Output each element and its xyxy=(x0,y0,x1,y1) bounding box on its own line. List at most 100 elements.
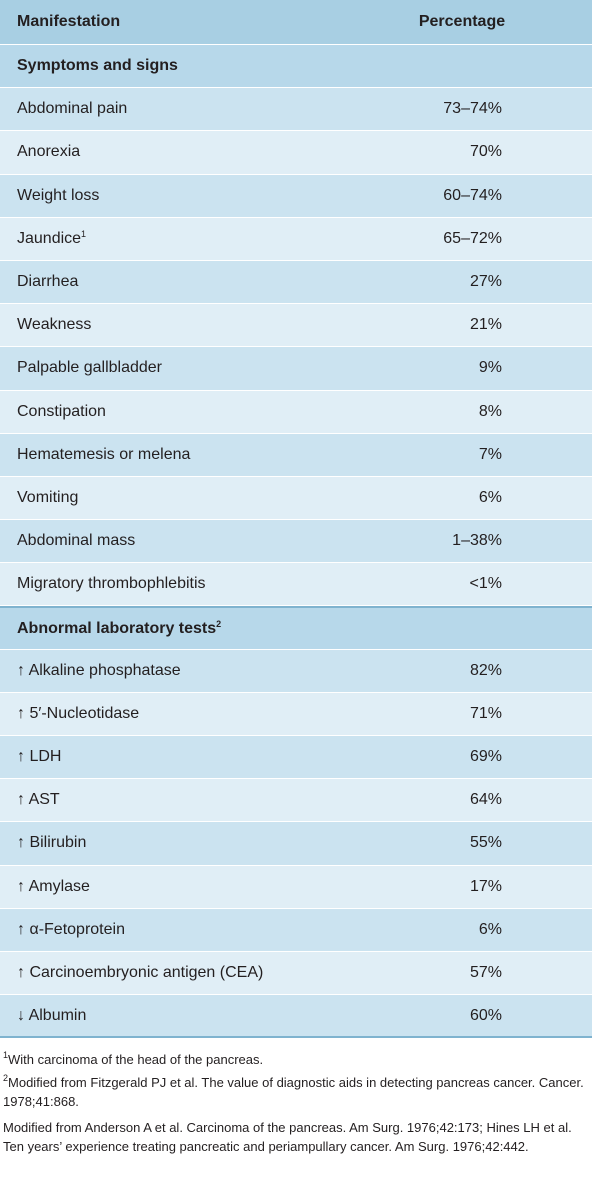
manifestation: ↑ α-Fetoprotein xyxy=(17,920,125,938)
manifestation-cell: Abdominal pain xyxy=(0,100,342,118)
table-row: Jaundice1 65–72% xyxy=(0,217,592,261)
manifestation-cell: Palpable gallbladder xyxy=(0,359,342,377)
table-row: ↓ Albumin 60% xyxy=(0,995,592,1039)
table-row: ↑ Carcinoembryonic antigen (CEA) 57% xyxy=(0,951,592,996)
table-row: Constipation 8% xyxy=(0,390,592,434)
manifestation-cell: Hematemesis or melena xyxy=(0,446,342,464)
manifestation: ↓ Albumin xyxy=(17,1006,87,1024)
manifestation: ↑ LDH xyxy=(17,748,62,766)
footnote-marker: 2 xyxy=(216,619,222,630)
manifestation-cell: ↓ Albumin xyxy=(0,1007,342,1025)
manifestation-cell: Weakness xyxy=(0,316,342,334)
table-row: ↑ Alkaline phosphatase 82% xyxy=(0,649,592,693)
percentage: 55% xyxy=(469,834,502,852)
manifestation: Anorexia xyxy=(17,143,81,161)
table-row: ↑ LDH 69% xyxy=(0,736,592,780)
percentage: 69% xyxy=(469,748,502,766)
manifestation-cell: Anorexia xyxy=(0,143,342,161)
manifestation: Hematemesis or melena xyxy=(17,445,191,463)
manifestation: Weakness xyxy=(17,316,92,334)
table-row: ↑ Bilirubin 55% xyxy=(0,822,592,866)
table-row: ↑ AST 64% xyxy=(0,779,592,823)
manifestation-cell: ↑ AST xyxy=(0,791,342,809)
percentage: 7% xyxy=(478,445,502,463)
manifestation-cell: Vomiting xyxy=(0,489,342,507)
percentage: 64% xyxy=(469,791,502,809)
manifestation-cell: Weight loss xyxy=(0,187,342,205)
manifestation-cell: ↑ Bilirubin xyxy=(0,834,342,852)
table-row: Abdominal mass 1–38% xyxy=(0,520,592,564)
percentage: 6% xyxy=(478,920,502,938)
manifestation-cell: Jaundice1 xyxy=(0,229,342,248)
percentage: 82% xyxy=(469,661,502,679)
section-cell: Symptoms and signs xyxy=(0,57,592,75)
footnote-marker: 2 xyxy=(3,1073,9,1084)
manifestation: Weight loss xyxy=(17,186,100,204)
manifestation: ↑ AST xyxy=(17,791,60,809)
manifestation-cell: ↑ Amylase xyxy=(0,878,342,896)
table: Manifestation Percentage Symptoms and si… xyxy=(0,0,592,1039)
percentage: 60% xyxy=(469,1006,502,1024)
manifestation: ↑ Alkaline phosphatase xyxy=(17,661,181,679)
table-row: ↑ α-Fetoprotein 6% xyxy=(0,908,592,952)
manifestation: Migratory thrombophlebitis xyxy=(17,575,206,593)
table-row: ↑ Amylase 17% xyxy=(0,865,592,909)
manifestation-cell: Diarrhea xyxy=(0,273,342,291)
manifestation: ↑ 5′-Nucleotidase xyxy=(17,704,140,722)
section-title: Abnormal laboratory tests xyxy=(17,620,217,638)
percentage: 70% xyxy=(469,143,502,161)
table-row: ↑ 5′-Nucleotidase 71% xyxy=(0,692,592,736)
percentage: 9% xyxy=(478,359,502,377)
manifestation: ↑ Bilirubin xyxy=(17,834,87,852)
table-row: Palpable gallbladder 9% xyxy=(0,347,592,391)
manifestation: Constipation xyxy=(17,402,106,420)
table-row: Hematemesis or melena 7% xyxy=(0,433,592,477)
table-row: Weight loss 60–74% xyxy=(0,174,592,218)
percentage: 1–38% xyxy=(452,532,502,550)
manifestation: Abdominal pain xyxy=(17,100,128,118)
section-row: Symptoms and signs xyxy=(0,45,592,89)
table-row: Anorexia 70% xyxy=(0,131,592,175)
manifestation: ↑ Amylase xyxy=(17,877,90,895)
section-row: Abnormal laboratory tests2 xyxy=(0,606,592,650)
table-row: Vomiting 6% xyxy=(0,476,592,521)
percentage: 60–74% xyxy=(443,186,502,204)
manifestation-cell: ↑ 5′-Nucleotidase xyxy=(0,705,342,723)
manifestation-cell: Abdominal mass xyxy=(0,532,342,550)
percentage: 71% xyxy=(469,704,502,722)
percentage: 73–74% xyxy=(443,100,502,118)
footnotes: 1With carcinoma of the head of the pancr… xyxy=(0,1038,592,1156)
column-header: Percentage xyxy=(418,13,506,30)
percentage: 27% xyxy=(469,273,502,291)
manifestation: Jaundice xyxy=(17,230,82,248)
manifestation: Vomiting xyxy=(17,488,79,506)
manifestation-cell: ↑ Alkaline phosphatase xyxy=(0,662,342,680)
percentage: <1% xyxy=(469,575,502,593)
manifestation: ↑ Carcinoembryonic antigen (CEA) xyxy=(17,964,264,982)
header-row: Manifestation Percentage xyxy=(0,0,592,45)
manifestation-cell: ↑ α-Fetoprotein xyxy=(0,921,342,939)
manifestation: Palpable gallbladder xyxy=(17,359,162,377)
footnote-text: Modified from Fitzgerald PJ et al. The v… xyxy=(3,1075,584,1110)
column-header: Manifestation xyxy=(17,13,121,30)
table-row: Abdominal pain 73–74% xyxy=(0,88,592,132)
percentage: 6% xyxy=(478,488,502,506)
table-row: Weakness 21% xyxy=(0,304,592,348)
percentage: 8% xyxy=(478,402,502,420)
footnote-text: With carcinoma of the head of the pancre… xyxy=(8,1052,264,1068)
manifestation-cell: ↑ Carcinoembryonic antigen (CEA) xyxy=(0,964,342,982)
footnote: 1With carcinoma of the head of the pancr… xyxy=(3,1046,586,1069)
section-title: Symptoms and signs xyxy=(17,57,178,75)
manifestation-cell: Migratory thrombophlebitis xyxy=(0,575,342,593)
manifestation-cell: ↑ LDH xyxy=(0,748,342,766)
table-row: Migratory thrombophlebitis <1% xyxy=(0,563,592,607)
table-row: Diarrhea 27% xyxy=(0,260,592,305)
percentage: 57% xyxy=(469,964,502,982)
percentage: 65–72% xyxy=(443,229,502,247)
manifestation: Diarrhea xyxy=(17,273,79,291)
manifestation: Abdominal mass xyxy=(17,532,136,550)
footnote: 2Modified from Fitzgerald PJ et al. The … xyxy=(3,1069,586,1111)
footnote-marker: 1 xyxy=(81,229,87,240)
source-note: Modified from Anderson A et al. Carcinom… xyxy=(3,1120,572,1155)
